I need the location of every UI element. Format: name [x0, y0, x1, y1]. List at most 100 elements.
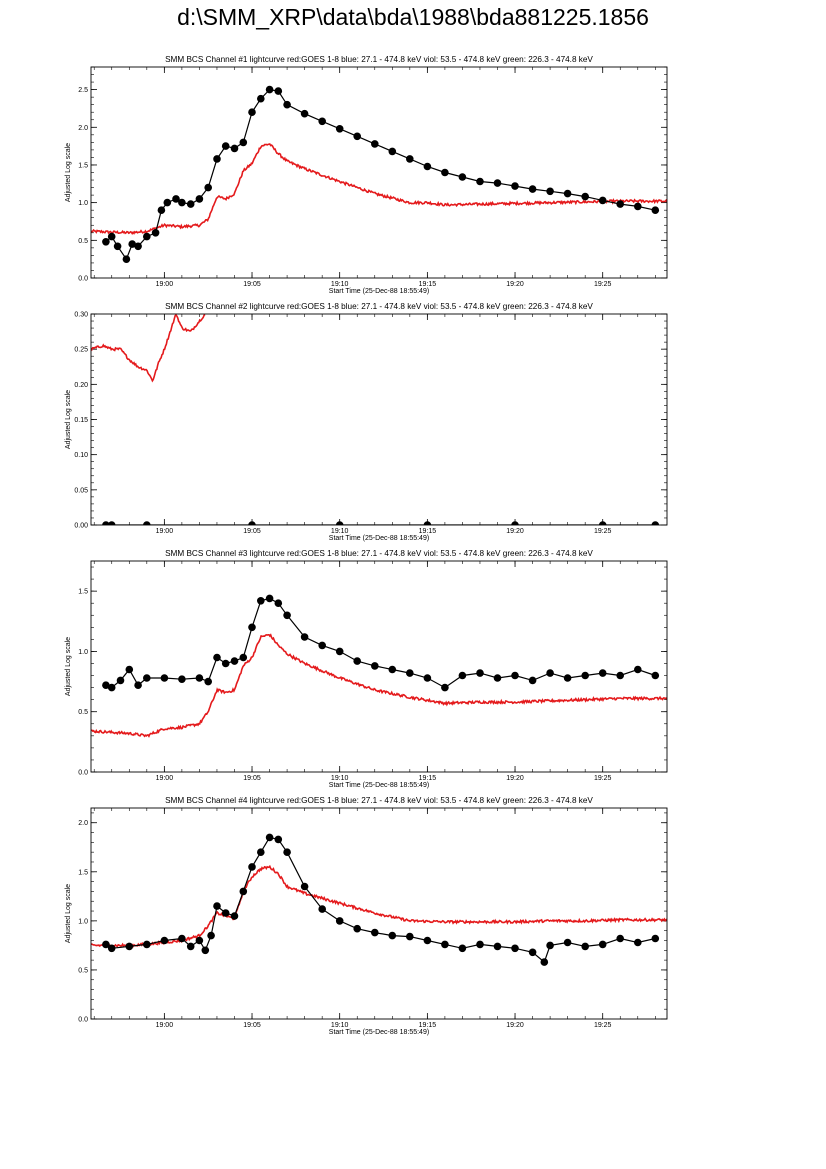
bcs-data-point	[511, 182, 519, 190]
x-tick-label: 19:25	[594, 1022, 612, 1029]
x-tick-label: 19:00	[156, 528, 174, 535]
bcs-data-point	[423, 521, 432, 525]
y-axis-label: Adjusted Log scale	[65, 143, 72, 202]
y-tick-label: 0.20	[74, 382, 88, 389]
bcs-data-point	[257, 597, 265, 605]
y-tick-label: 1.0	[78, 649, 88, 656]
y-axis-label: Adjusted Log scale	[65, 884, 72, 943]
bcs-data-point	[230, 657, 239, 665]
plot-frame	[90, 313, 668, 526]
page-title: d:\SMM_XRP\data\bda\1988\bda881225.1856	[177, 4, 649, 30]
x-tick-label: 19:20	[506, 281, 524, 288]
bcs-data-point	[493, 674, 502, 682]
bcs-data-point	[528, 948, 537, 957]
bcs-data-point	[423, 674, 432, 682]
bcs-data-point	[248, 863, 256, 871]
x-tick-label: 19:10	[331, 528, 349, 535]
bcs-data-point	[143, 940, 151, 949]
bcs-data-point	[113, 242, 122, 251]
bcs-data-point	[616, 200, 624, 208]
bcs-data-point	[107, 232, 116, 241]
bcs-data-point	[102, 521, 110, 525]
x-tick-label: 19:10	[331, 281, 349, 288]
bcs-data-point	[651, 206, 660, 214]
y-tick-label: 0.0	[78, 1017, 88, 1024]
bcs-data-point	[388, 147, 397, 156]
bcs-data-point	[186, 200, 195, 208]
bcs-data-point	[581, 671, 589, 680]
plot-area	[91, 833, 667, 966]
bcs-data-point	[283, 848, 291, 856]
bcs-data-point	[371, 928, 379, 937]
bcs-data-point	[634, 665, 642, 674]
bcs-data-point	[283, 611, 291, 620]
bcs-data-point	[143, 674, 151, 682]
bcs-data-point	[458, 671, 467, 680]
bcs-data-point	[230, 912, 239, 920]
x-tick-label: 19:05	[243, 1022, 261, 1029]
x-axis-label: Start Time (25-Dec-88 18:55:49)	[329, 535, 429, 542]
x-tick-label: 19:25	[594, 775, 612, 782]
x-axis-label: Start Time (25-Dec-88 18:55:49)	[329, 782, 429, 789]
bcs-data-point	[172, 195, 180, 203]
bcs-data-point	[598, 940, 607, 949]
bcs-data-point	[160, 936, 169, 945]
bcs-data-point	[540, 958, 549, 966]
x-tick-label: 19:20	[506, 528, 524, 535]
bcs-data-point	[406, 155, 414, 163]
x-tick-label: 19:05	[243, 528, 261, 535]
x-tick-label: 19:10	[331, 1022, 349, 1029]
x-tick-label: 19:00	[156, 775, 174, 782]
x-tick-label: 19:25	[594, 528, 612, 535]
y-axis-label: Adjusted Log scale	[65, 637, 72, 696]
bcs-data-point	[195, 936, 204, 945]
goes-series-line	[91, 633, 667, 738]
bcs-data-point	[221, 142, 230, 150]
bcs-data-point	[581, 942, 589, 951]
bcs-data-point	[274, 835, 283, 844]
bcs-data-point	[511, 944, 519, 953]
x-tick-label: 19:05	[243, 281, 261, 288]
plot-area	[91, 314, 660, 525]
x-tick-label: 19:05	[243, 775, 261, 782]
bcs-data-point	[441, 168, 449, 177]
x-axis-label: Start Time (25-Dec-88 18:55:49)	[329, 1029, 429, 1036]
bcs-data-point	[406, 932, 414, 941]
bcs-data-point	[128, 240, 136, 248]
bcs-data-point	[283, 100, 291, 109]
bcs-data-point	[651, 934, 660, 943]
y-tick-label: 1.5	[78, 589, 88, 596]
bcs-data-point	[102, 940, 110, 949]
bcs-data-point	[406, 669, 414, 677]
plot-frame	[90, 66, 668, 279]
bcs-data-point	[143, 232, 151, 241]
bcs-data-point	[178, 675, 186, 683]
bcs-data-point	[107, 944, 116, 953]
bcs-data-point	[528, 676, 537, 685]
x-tick-label: 19:20	[506, 1022, 524, 1029]
y-axis-label: Adjusted Log scale	[65, 390, 72, 449]
bcs-data-point	[186, 942, 195, 951]
bcs-data-point	[318, 905, 327, 913]
bcs-data-point	[221, 909, 230, 917]
y-tick-label: 0.25	[74, 347, 88, 354]
bcs-data-point	[134, 681, 142, 689]
bcs-data-point	[581, 192, 589, 201]
bcs-data-point	[335, 521, 344, 525]
bcs-data-point	[102, 238, 110, 246]
bcs-series-line	[105, 836, 656, 964]
bcs-data-point	[195, 674, 204, 682]
bcs-data-point	[371, 662, 379, 670]
bcs-data-point	[563, 938, 572, 947]
y-tick-label: 0.00	[74, 523, 88, 530]
bcs-data-point	[651, 521, 660, 525]
bcs-data-point	[300, 882, 309, 891]
bcs-data-point	[213, 155, 221, 163]
goes-series-line	[91, 864, 667, 949]
bcs-data-point	[143, 521, 151, 525]
bcs-data-point	[300, 109, 309, 118]
x-tick-label: 19:00	[156, 1022, 174, 1029]
y-tick-label: 1.5	[78, 162, 88, 169]
bcs-data-point	[441, 683, 449, 692]
bcs-data-point	[157, 206, 166, 214]
